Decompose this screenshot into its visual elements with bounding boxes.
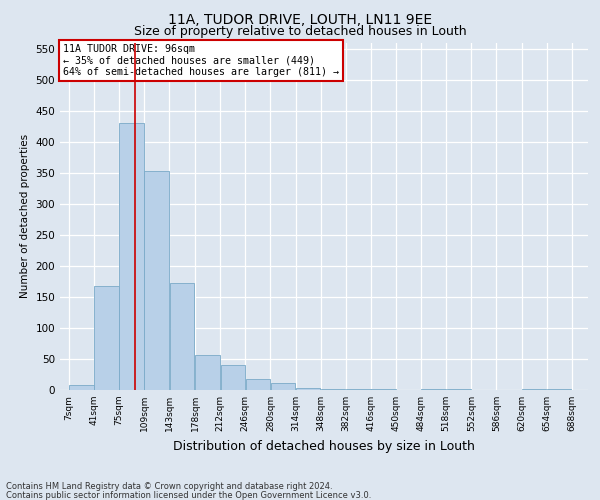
Bar xyxy=(196,354,220,390)
Bar xyxy=(271,383,295,390)
Bar xyxy=(221,365,245,390)
Text: 11A, TUDOR DRIVE, LOUTH, LN11 9EE: 11A, TUDOR DRIVE, LOUTH, LN11 9EE xyxy=(168,12,432,26)
Bar xyxy=(69,385,94,390)
Text: Contains public sector information licensed under the Open Government Licence v3: Contains public sector information licen… xyxy=(6,490,371,500)
Text: Size of property relative to detached houses in Louth: Size of property relative to detached ho… xyxy=(134,25,466,38)
Bar xyxy=(170,284,194,390)
X-axis label: Distribution of detached houses by size in Louth: Distribution of detached houses by size … xyxy=(173,440,475,452)
Bar xyxy=(145,171,169,390)
Bar xyxy=(119,123,144,390)
Bar xyxy=(245,380,270,390)
Y-axis label: Number of detached properties: Number of detached properties xyxy=(20,134,30,298)
Text: Contains HM Land Registry data © Crown copyright and database right 2024.: Contains HM Land Registry data © Crown c… xyxy=(6,482,332,491)
Bar xyxy=(296,388,320,390)
Bar xyxy=(94,286,119,390)
Text: 11A TUDOR DRIVE: 96sqm
← 35% of detached houses are smaller (449)
64% of semi-de: 11A TUDOR DRIVE: 96sqm ← 35% of detached… xyxy=(62,44,338,78)
Bar xyxy=(547,389,571,390)
